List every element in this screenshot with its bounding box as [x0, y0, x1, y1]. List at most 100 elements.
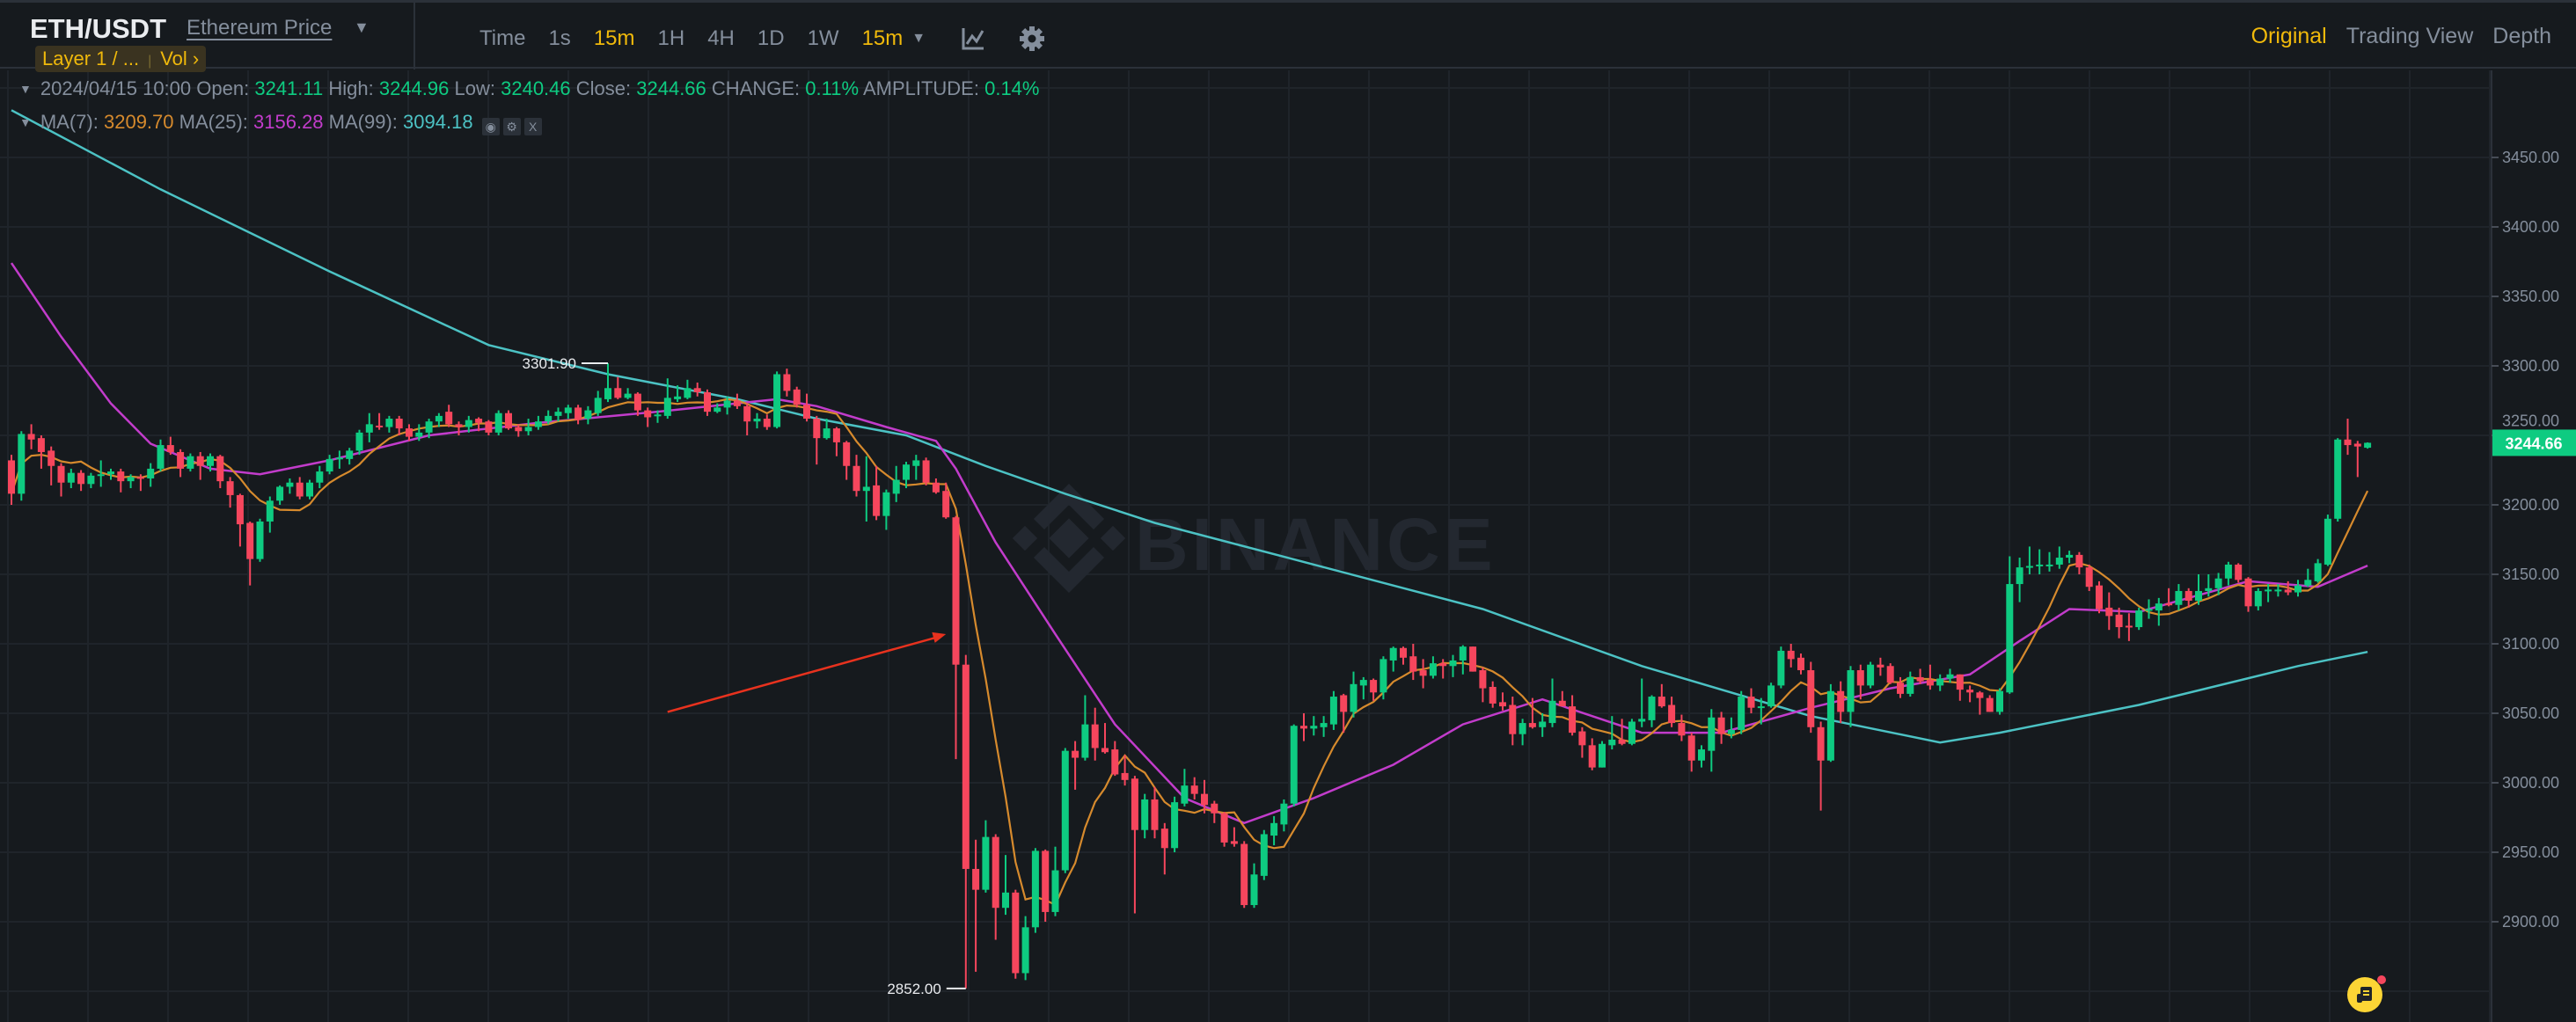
axis-tick-label: 3450.00 [2502, 149, 2559, 166]
candle-body [1539, 721, 1547, 727]
vol-tag[interactable]: Vol › [160, 47, 200, 69]
candle [723, 396, 731, 415]
interval-dropdown[interactable]: 15m ▼ [862, 26, 926, 51]
candle-body [1409, 656, 1417, 672]
candle [2314, 558, 2322, 583]
candle-body [1190, 785, 1198, 794]
collapse-ma-icon[interactable]: ▼ [19, 115, 32, 129]
price-page-link[interactable]: Ethereum Price [187, 16, 333, 40]
candle [335, 450, 343, 469]
view-depth[interactable]: Depth [2492, 24, 2551, 48]
candle-body [196, 456, 204, 466]
candle-body [2085, 567, 2093, 588]
symbol-dropdown-caret-icon[interactable]: ▼ [354, 18, 370, 36]
candle [1807, 661, 1815, 734]
candle [704, 389, 711, 416]
candle [1250, 863, 1258, 909]
candle [67, 468, 75, 489]
candle-body [1618, 740, 1626, 744]
candle-body [1847, 670, 1855, 712]
candle-body [2115, 614, 2123, 628]
candle [2165, 588, 2173, 607]
indicators-chart-icon[interactable] [961, 26, 985, 51]
candle [494, 410, 502, 435]
gear-icon[interactable]: ⚙ [502, 118, 521, 135]
candle-body [1856, 670, 1864, 686]
candle-body [1081, 724, 1089, 758]
candle-body [793, 389, 801, 405]
candle-body [1509, 704, 1517, 734]
tab-4h[interactable]: 4H [707, 26, 735, 50]
candle-body [1906, 676, 1914, 694]
axis-tick-label: 3100.00 [2502, 635, 2559, 653]
candle [2175, 584, 2183, 611]
view-trading-view[interactable]: Trading View [2345, 24, 2474, 48]
candle [77, 470, 85, 492]
candle-body [1976, 692, 1984, 698]
tab-1w[interactable]: 1W [807, 26, 839, 50]
candle-body [385, 419, 393, 427]
candle [1738, 690, 1745, 734]
candle [1379, 656, 1387, 700]
candle [992, 834, 999, 940]
candle [952, 515, 960, 760]
candle-body [584, 410, 592, 420]
candle [1072, 741, 1079, 790]
candle [2224, 561, 2232, 586]
candle-body [1668, 704, 1676, 724]
candle [1389, 646, 1397, 672]
candle [564, 405, 572, 420]
category-tag[interactable]: Layer 1 / ... [42, 47, 140, 69]
candle [207, 453, 214, 472]
candle [654, 410, 662, 423]
candle-body [1489, 686, 1497, 704]
candle [1578, 726, 1586, 758]
settings-gear-icon[interactable] [1019, 26, 1045, 52]
tab-15m[interactable]: 15m [593, 26, 635, 50]
candle-body [1648, 697, 1656, 720]
candle-body [1479, 670, 1487, 689]
tab-1h[interactable]: 1H [657, 26, 685, 50]
ma7-label: MA(7): [40, 111, 99, 133]
candle-body [1986, 697, 1994, 712]
tab-1d[interactable]: 1D [757, 26, 785, 50]
candle-body [177, 451, 185, 469]
candle-body [1877, 664, 1884, 668]
candle-body [335, 457, 343, 460]
eye-icon[interactable]: ◉ [481, 118, 500, 135]
tab-1s[interactable]: 1s [548, 26, 571, 50]
close-icon[interactable]: X [523, 118, 542, 135]
candle-body [2205, 588, 2213, 591]
candle-body [633, 393, 641, 411]
candle-body [1599, 743, 1606, 768]
candle [1648, 695, 1656, 727]
collapse-legend-icon[interactable]: ▼ [19, 82, 32, 96]
candle [2066, 551, 2074, 564]
candle-body [306, 482, 313, 497]
candle [1290, 724, 1298, 807]
candle [1897, 676, 1904, 698]
candle [524, 419, 532, 435]
candle [1320, 716, 1328, 737]
axis-tick-label: 2900.00 [2502, 913, 2559, 931]
candle [2145, 599, 2153, 619]
candle-body [1042, 850, 1050, 912]
news-feed-button[interactable] [2347, 975, 2386, 1012]
candle-body [1747, 697, 1755, 708]
candle [37, 435, 45, 469]
candle-body [2265, 589, 2272, 592]
category-badge[interactable]: Layer 1 / ... | Vol › [35, 46, 207, 72]
candle-body [365, 424, 373, 433]
candle [276, 485, 284, 505]
view-original[interactable]: Original [2250, 24, 2327, 48]
price-axis[interactable]: 3450.00 3400.00 3350.00 3300.00 3250.00 3200.… [2491, 70, 2576, 1022]
candle-body [813, 419, 821, 439]
candle [1638, 678, 1646, 727]
min-price-label: 2852.00 [887, 981, 940, 997]
candle-body [207, 456, 214, 466]
candle-body [1250, 874, 1258, 906]
candle-body [992, 836, 999, 909]
tab-time[interactable]: Time [479, 26, 526, 50]
candle-body [27, 434, 35, 440]
